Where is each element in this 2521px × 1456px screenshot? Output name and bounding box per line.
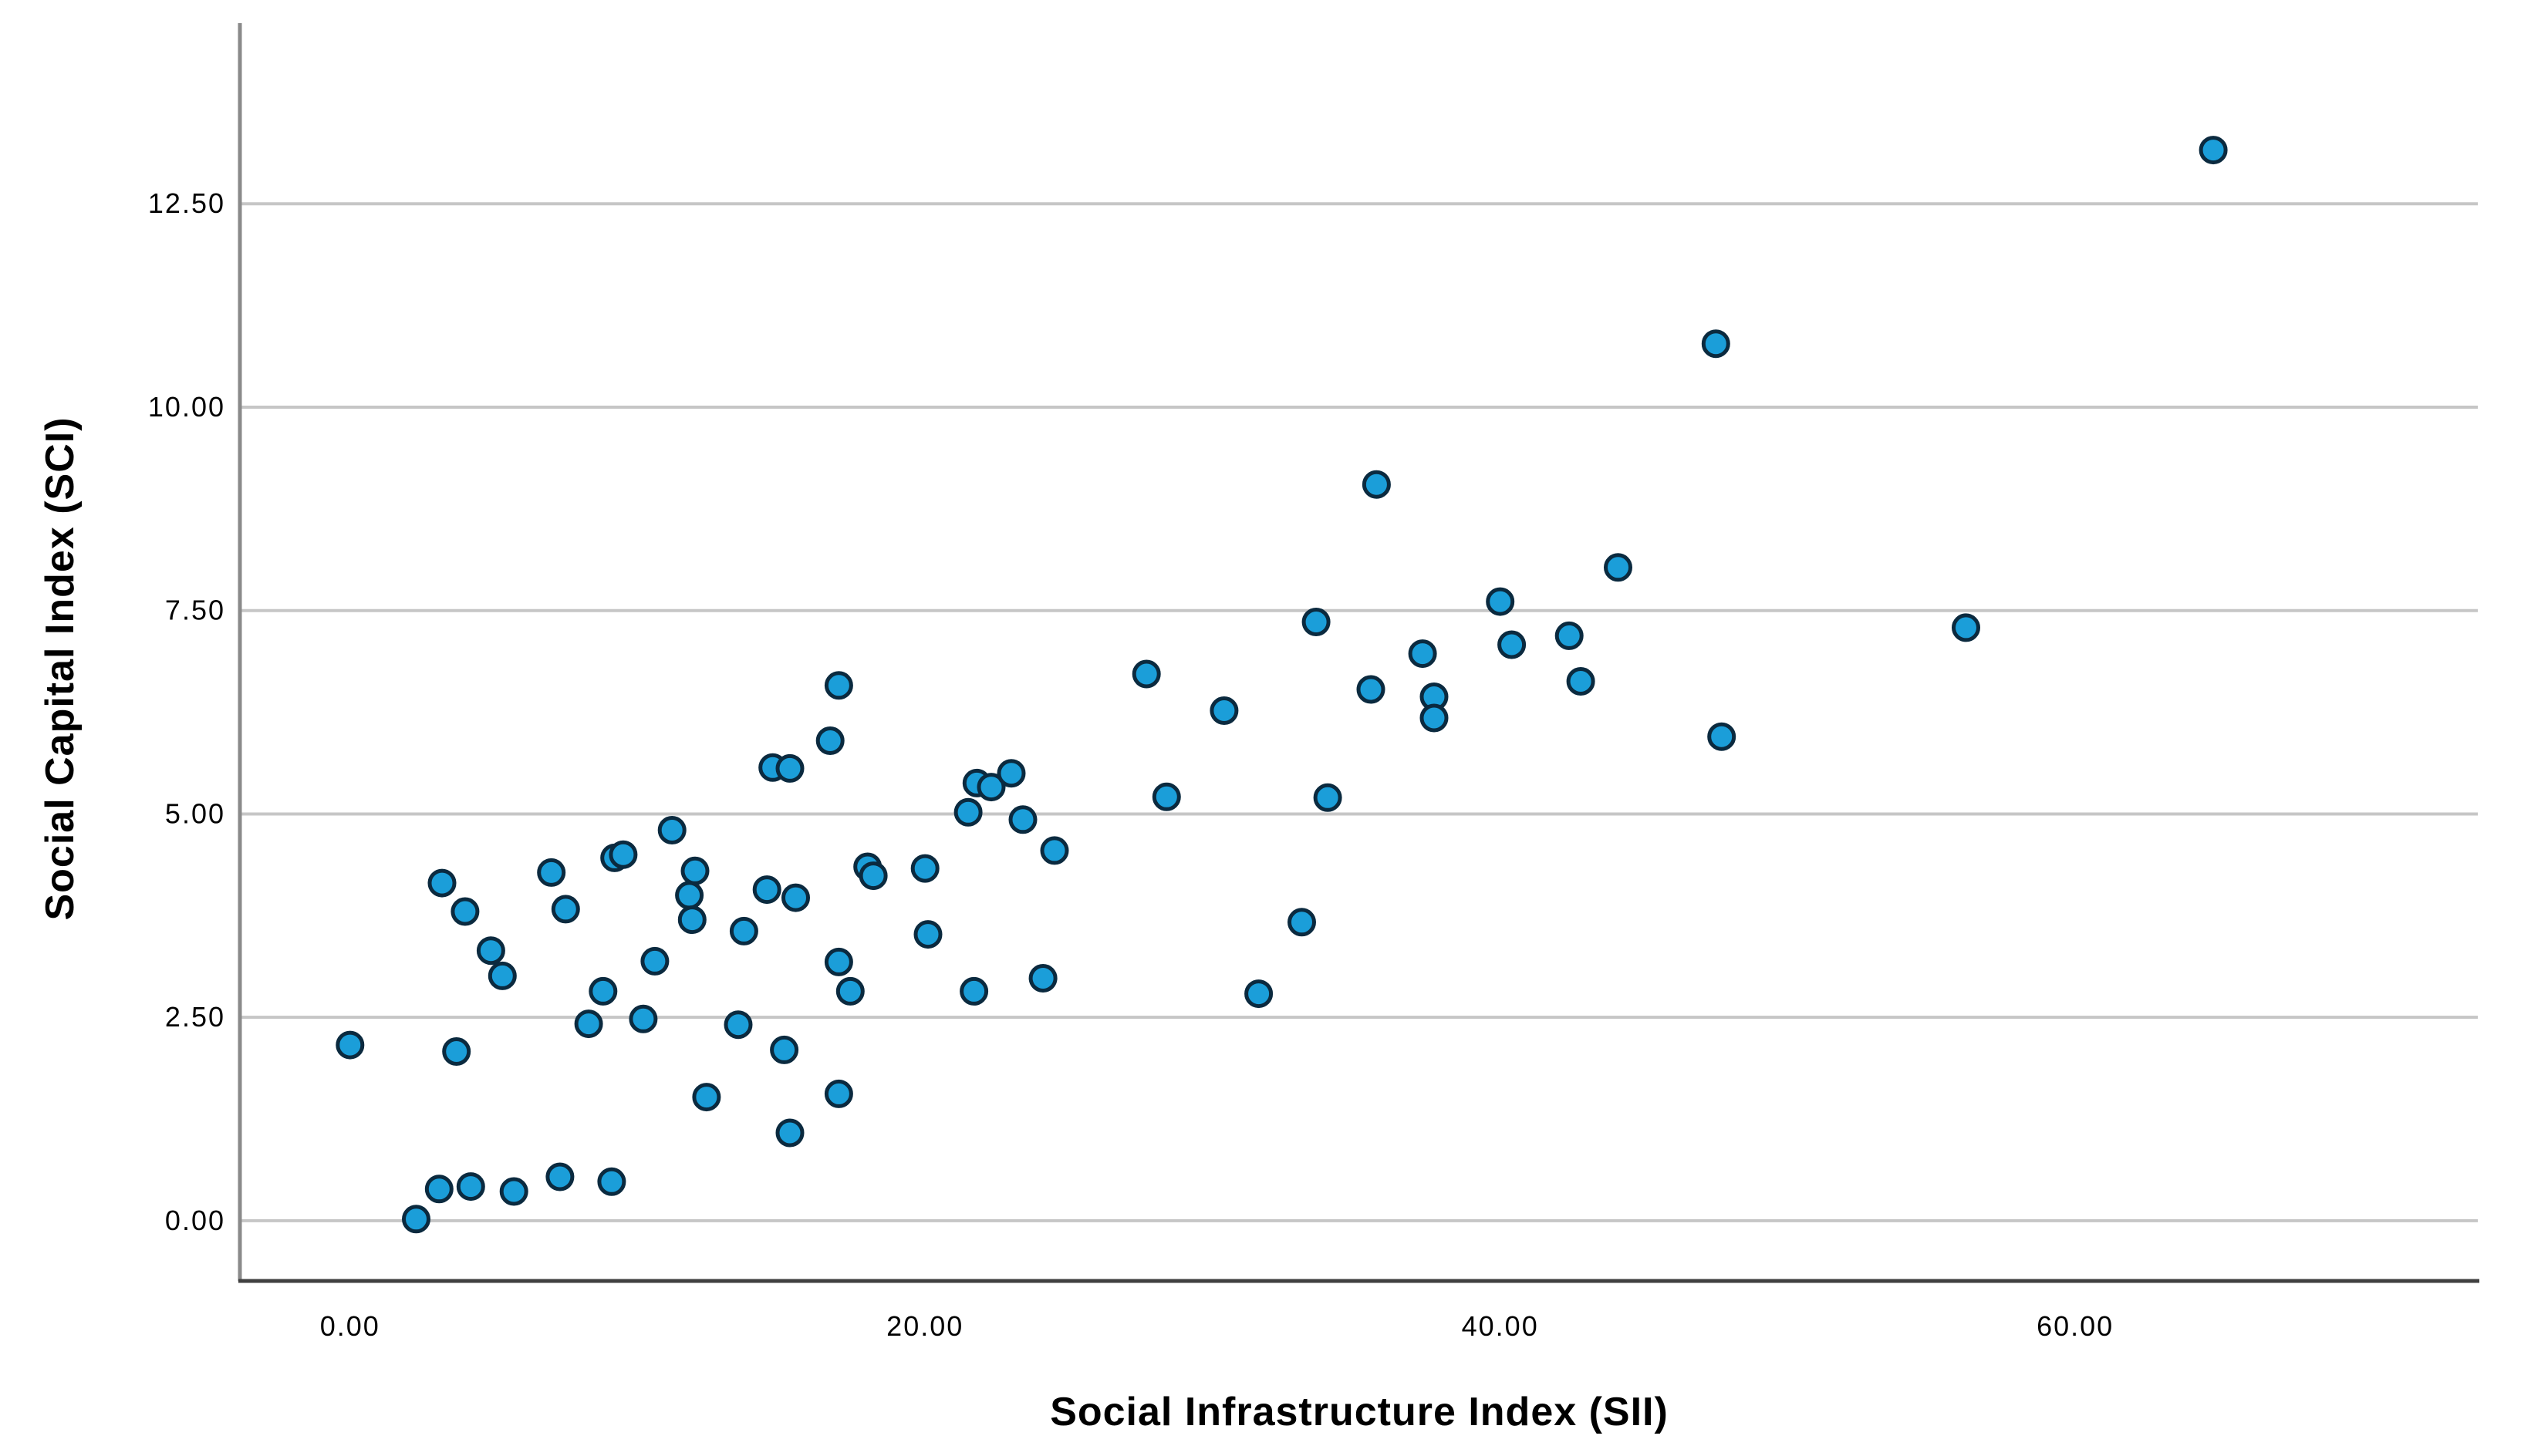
data-point [680, 856, 710, 885]
data-point [589, 976, 618, 1006]
x-tick-label: 20.00 [886, 1310, 964, 1342]
data-point [1301, 608, 1331, 636]
data-point [910, 854, 940, 883]
data-point [960, 976, 989, 1006]
data-point [997, 759, 1026, 788]
data-point [424, 1175, 454, 1204]
data-point [752, 875, 781, 905]
data-point [675, 881, 704, 910]
data-point [953, 797, 983, 827]
data-point [770, 1035, 799, 1064]
data-point [402, 1205, 430, 1234]
data-point [1952, 613, 1980, 642]
gridlines [240, 202, 2478, 1222]
data-point [692, 1083, 721, 1112]
y-tick-label: 0.00 [165, 1205, 225, 1236]
data-point [1356, 675, 1385, 704]
data-point [574, 1009, 603, 1039]
data-point [824, 1079, 853, 1108]
y-tick-label: 7.50 [165, 595, 225, 626]
y-tick-label: 10.00 [148, 391, 225, 423]
data-point [775, 753, 805, 783]
data-point [977, 773, 1006, 802]
data-point [913, 920, 943, 949]
data-point [1313, 783, 1342, 812]
data-point [657, 816, 687, 844]
x-tick-label: 0.00 [320, 1310, 380, 1342]
data-point [1707, 722, 1736, 751]
data-point [724, 1010, 753, 1040]
data-point [815, 726, 845, 755]
data-point [781, 883, 810, 912]
data-point [2199, 136, 2228, 165]
y-tick-label: 2.50 [165, 1001, 225, 1033]
data-point [1486, 587, 1515, 616]
data-point [451, 897, 480, 926]
data-point [1152, 782, 1181, 811]
data-point [476, 936, 505, 966]
data-point [336, 1030, 365, 1060]
data-point [1554, 621, 1584, 650]
data-point [609, 840, 638, 869]
data-point [775, 1118, 805, 1148]
data-point [729, 916, 758, 945]
data-point [640, 946, 670, 976]
x-tick-label: 40.00 [1462, 1310, 1539, 1342]
data-point [1028, 964, 1058, 993]
data-point [442, 1037, 471, 1066]
data-point [677, 905, 707, 935]
data-point [1210, 696, 1239, 725]
data-point [824, 671, 853, 700]
x-tick-labels: 0.00 20.00 40.00 60.00 [320, 1310, 2114, 1342]
y-axis-title: Social Capital Index (SCI) [38, 416, 83, 920]
data-point [835, 976, 865, 1006]
data-points [336, 136, 2228, 1234]
data-point [1008, 805, 1038, 834]
data-point [551, 895, 580, 924]
data-point [1244, 979, 1274, 1009]
data-point [1040, 836, 1069, 865]
data-point [859, 861, 888, 891]
data-point [1497, 630, 1527, 659]
data-point [1566, 667, 1595, 696]
data-point [537, 858, 566, 887]
data-point [499, 1177, 528, 1206]
data-point [456, 1172, 485, 1202]
data-point [1701, 329, 1730, 359]
data-point [1132, 659, 1161, 689]
data-point [597, 1167, 626, 1196]
data-point [824, 947, 853, 976]
x-tick-label: 60.00 [2037, 1310, 2114, 1342]
data-point [488, 961, 517, 990]
x-axis-title: Social Infrastructure Index (SII) [1050, 1390, 1669, 1434]
data-point [427, 868, 457, 898]
y-tick-label: 12.50 [148, 187, 225, 219]
y-tick-label: 5.00 [165, 797, 225, 829]
data-point [1362, 470, 1391, 499]
data-point [1408, 639, 1437, 669]
data-point [1419, 703, 1449, 733]
y-tick-labels: 0.00 2.50 5.00 7.50 10.00 12.50 [148, 187, 225, 1236]
data-point [629, 1004, 658, 1033]
data-point [1604, 553, 1632, 582]
data-point [1287, 908, 1316, 937]
data-point [545, 1162, 575, 1191]
